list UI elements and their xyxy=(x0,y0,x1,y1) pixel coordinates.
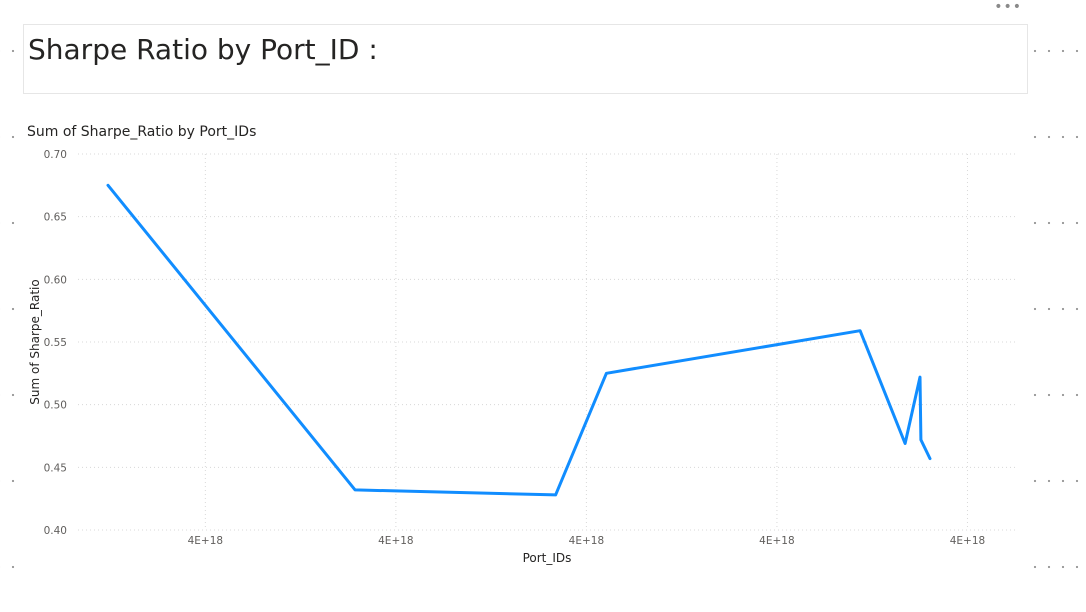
y-tick-label: 0.40 xyxy=(44,525,67,537)
page-title: Sharpe Ratio by Port_ID : xyxy=(28,33,378,66)
y-tick-label: 0.55 xyxy=(44,337,67,349)
grid-lines xyxy=(78,153,1018,531)
y-tick-label: 0.50 xyxy=(44,400,67,412)
y-axis-title: Sum of Sharpe_Ratio xyxy=(28,279,42,404)
x-tick-label: 4E+18 xyxy=(378,535,413,547)
y-axis-ticks: 0.70 0.65 0.60 0.55 0.50 0.45 0.40 xyxy=(44,149,67,537)
line-chart-svg: 0.700.650.600.550.500.450.40 4E+18 4E+18 4… xyxy=(28,149,1018,565)
chart-title: Sum of Sharpe_Ratio by Port_IDs xyxy=(27,124,257,140)
more-options-icon[interactable]: ••• xyxy=(994,0,1022,15)
series-lines xyxy=(106,183,932,497)
y-tick-label: 0.45 xyxy=(44,462,67,474)
x-tick-label: 4E+18 xyxy=(569,535,604,547)
x-axis-title: Port_IDs xyxy=(523,551,572,565)
x-tick-label: 4E+18 xyxy=(759,535,794,547)
y-tick-label: 0.60 xyxy=(44,274,67,286)
line-chart-visual[interactable]: Sum of Sharpe_Ratio by Port_IDs 0.70 0.65… xyxy=(23,112,1028,582)
y-tick-label: 0.70 xyxy=(44,149,67,161)
x-tick-label: 4E+18 xyxy=(950,535,985,547)
x-tick-label: 4E+18 xyxy=(188,535,223,547)
y-tick-label: 0.65 xyxy=(44,212,67,224)
title-card: Sharpe Ratio by Port_ID : xyxy=(23,24,1028,94)
series-line[interactable] xyxy=(106,183,932,497)
x-axis-ticks: 4E+18 4E+18 4E+18 4E+18 4E+18 xyxy=(188,535,986,547)
